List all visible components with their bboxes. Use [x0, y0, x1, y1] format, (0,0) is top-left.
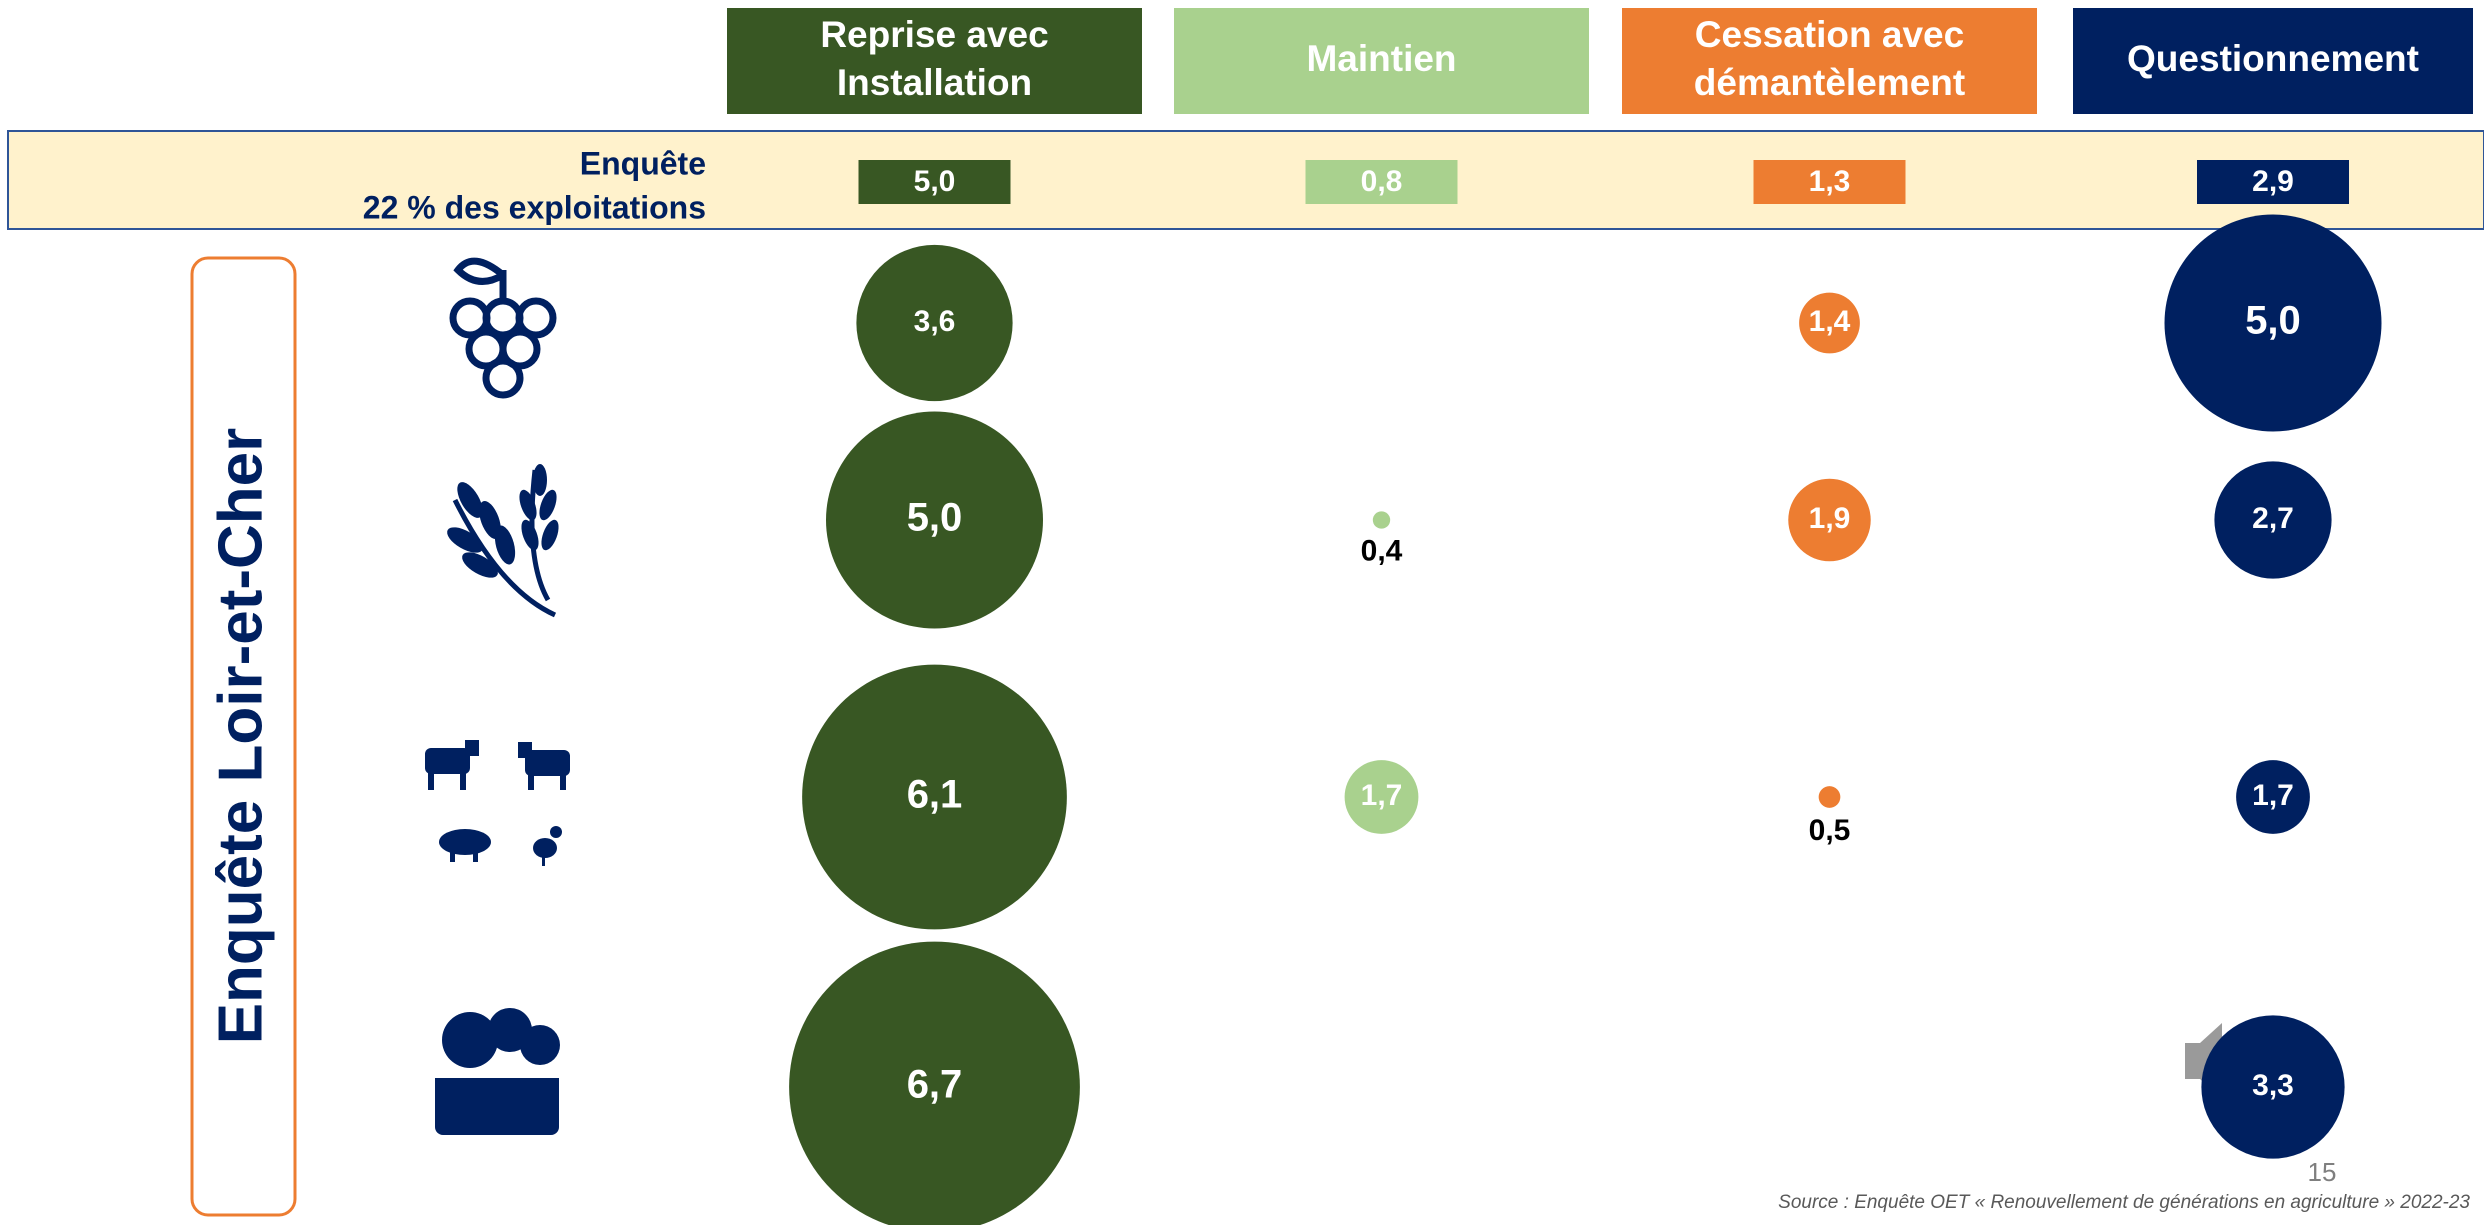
column-header-text: Cessation avec — [1695, 14, 1964, 55]
bubble — [1799, 292, 1860, 354]
column-header — [1622, 8, 2037, 114]
grapes-icon — [449, 257, 557, 399]
livestock-icon — [425, 740, 570, 866]
bubble — [856, 244, 1013, 402]
bubble — [1372, 511, 1391, 529]
summary-chip — [2197, 160, 2349, 204]
bubble — [1818, 786, 1841, 808]
column-header — [727, 8, 1142, 114]
column-header — [2073, 8, 2473, 114]
summary-label: 22 % des exploitations — [363, 189, 706, 225]
bubble-label: 3,6 — [914, 305, 956, 338]
summary-chip — [1305, 160, 1458, 204]
bubble — [826, 411, 1043, 629]
summary-label: Enquête — [580, 145, 706, 181]
column-header-text: Questionnement — [2127, 38, 2419, 79]
column-header-text: Maintien — [1306, 38, 1456, 79]
vertical-title: Enquête Loir-et-Cher — [206, 428, 275, 1045]
bubble-label: 3,3 — [2252, 1069, 2294, 1102]
summary-value: 5,0 — [914, 165, 956, 198]
column-header — [1174, 8, 1589, 114]
bubble-label: 2,7 — [2252, 502, 2294, 535]
bubble-label: 1,7 — [2252, 779, 2294, 812]
bubble — [1344, 760, 1419, 834]
summary-chip — [1753, 160, 1906, 204]
bubble-label: 5,0 — [2245, 299, 2301, 343]
bubble — [1788, 478, 1871, 562]
summary-value: 1,3 — [1809, 165, 1851, 198]
column-header-text: Reprise avec — [820, 14, 1048, 55]
summary-band — [7, 130, 2484, 230]
bubble-label: 1,4 — [1809, 305, 1851, 338]
summary-value: 0,8 — [1361, 165, 1403, 198]
bubble-label: 1,9 — [1809, 502, 1851, 535]
bubble — [2214, 461, 2332, 579]
basket-icon — [435, 1008, 560, 1135]
source-note: Source : Enquête OET « Renouvellement de… — [1778, 1192, 2470, 1213]
bubble — [2164, 214, 2382, 432]
bubble-label: 1,7 — [1361, 779, 1403, 812]
bubble-label: 0,5 — [1809, 814, 1851, 847]
summary-chip — [858, 160, 1011, 204]
bubble — [2201, 1015, 2345, 1159]
bubble-label: 5,0 — [907, 496, 963, 540]
title-frame — [190, 256, 297, 1217]
bubble — [789, 941, 1080, 1225]
bubble — [2236, 760, 2310, 834]
bubble — [802, 664, 1067, 930]
column-header-text: Installation — [837, 62, 1032, 103]
summary-value: 2,9 — [2252, 165, 2294, 198]
column-header-text: démantèlement — [1694, 62, 1965, 103]
bubble-label: 0,4 — [1361, 535, 1403, 568]
page-number: 15 — [2308, 1157, 2337, 1187]
wheat-icon — [447, 464, 559, 618]
bubble-label: 6,1 — [907, 773, 963, 817]
bubble-label: 6,7 — [907, 1063, 963, 1107]
